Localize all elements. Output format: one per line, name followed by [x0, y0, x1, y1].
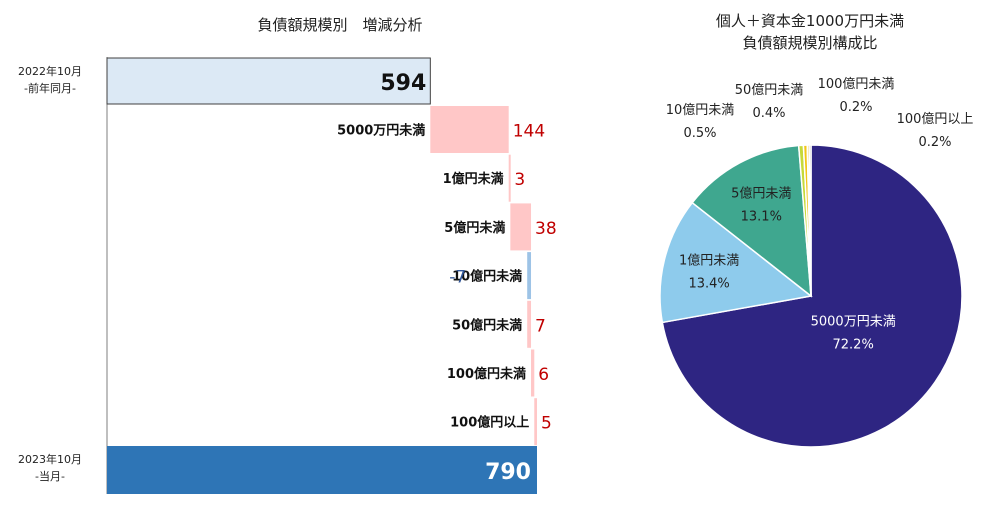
step-category: 10億円未満 — [452, 269, 522, 285]
pie-label: 5000万円未満 — [811, 314, 896, 329]
step-value: 3 — [514, 170, 525, 190]
step-bar — [527, 252, 532, 300]
pie-value: 0.2% — [918, 135, 951, 150]
pie-slice — [802, 144, 812, 297]
pie-slice — [659, 201, 813, 324]
step-bar — [430, 106, 509, 153]
pie-slice — [797, 144, 812, 297]
pie-title-line1: 個人＋資本金1000万円未満 — [715, 12, 905, 30]
pie-label: 5億円未満 — [731, 186, 791, 202]
start-bar — [106, 57, 431, 105]
pie-value: 0.4% — [752, 106, 785, 121]
start-value: 594 — [380, 71, 426, 96]
pie-title-line2: 負債額規模別構成比 — [742, 34, 878, 52]
step-value: 144 — [513, 122, 545, 142]
pie-slice — [806, 144, 812, 297]
end-label-line1: 2023年10月 — [18, 453, 82, 466]
step-bar — [510, 203, 532, 251]
step-category: 5000万円未満 — [337, 123, 425, 139]
step-category: 100億円以上 — [450, 415, 529, 431]
step-bar — [534, 398, 537, 446]
waterfall-title: 負債額規模別 増減分析 — [257, 16, 423, 34]
end-value: 790 — [485, 460, 531, 485]
pie-label: 50億円未満 — [735, 82, 804, 98]
step-value: 7 — [535, 316, 546, 336]
pie-value: 0.5% — [683, 126, 716, 141]
step-category: 100億円未満 — [447, 366, 526, 382]
pie-label: 1億円未満 — [679, 253, 739, 269]
step-category: 5億円未満 — [444, 220, 505, 236]
pie-slice — [691, 144, 812, 298]
step-category: 50億円未満 — [452, 317, 522, 333]
end-label-line2: -当月- — [35, 470, 65, 483]
pie-value: 13.4% — [688, 277, 729, 292]
step-bar — [527, 300, 532, 348]
step-value: 6 — [538, 365, 549, 385]
pie-value: 72.2% — [833, 337, 874, 352]
end-bar — [107, 446, 537, 494]
pie-slice — [661, 144, 963, 448]
pie-label: 10億円未満 — [666, 102, 735, 118]
waterfall-chart: 594 5000万円未満 144 1億円未満 3 5億円未満 38 10億円未満-7 50億円未… — [106, 57, 557, 494]
step-bar — [508, 154, 511, 202]
step-bar — [531, 349, 535, 397]
step-value: 38 — [535, 219, 557, 239]
pie-slice — [808, 144, 812, 297]
start-label-line2: -前年同月- — [24, 82, 76, 95]
step-value: -7 — [449, 268, 466, 288]
step-value: 5 — [541, 414, 552, 434]
pie-label: 100億円未満 — [818, 76, 895, 92]
start-label-line1: 2022年10月 — [18, 65, 82, 78]
pie-value: 0.2% — [839, 100, 872, 115]
pie-label: 100億円以上 — [897, 111, 974, 127]
step-category: 1億円未満 — [443, 171, 504, 187]
pie-value: 13.1% — [741, 210, 782, 225]
